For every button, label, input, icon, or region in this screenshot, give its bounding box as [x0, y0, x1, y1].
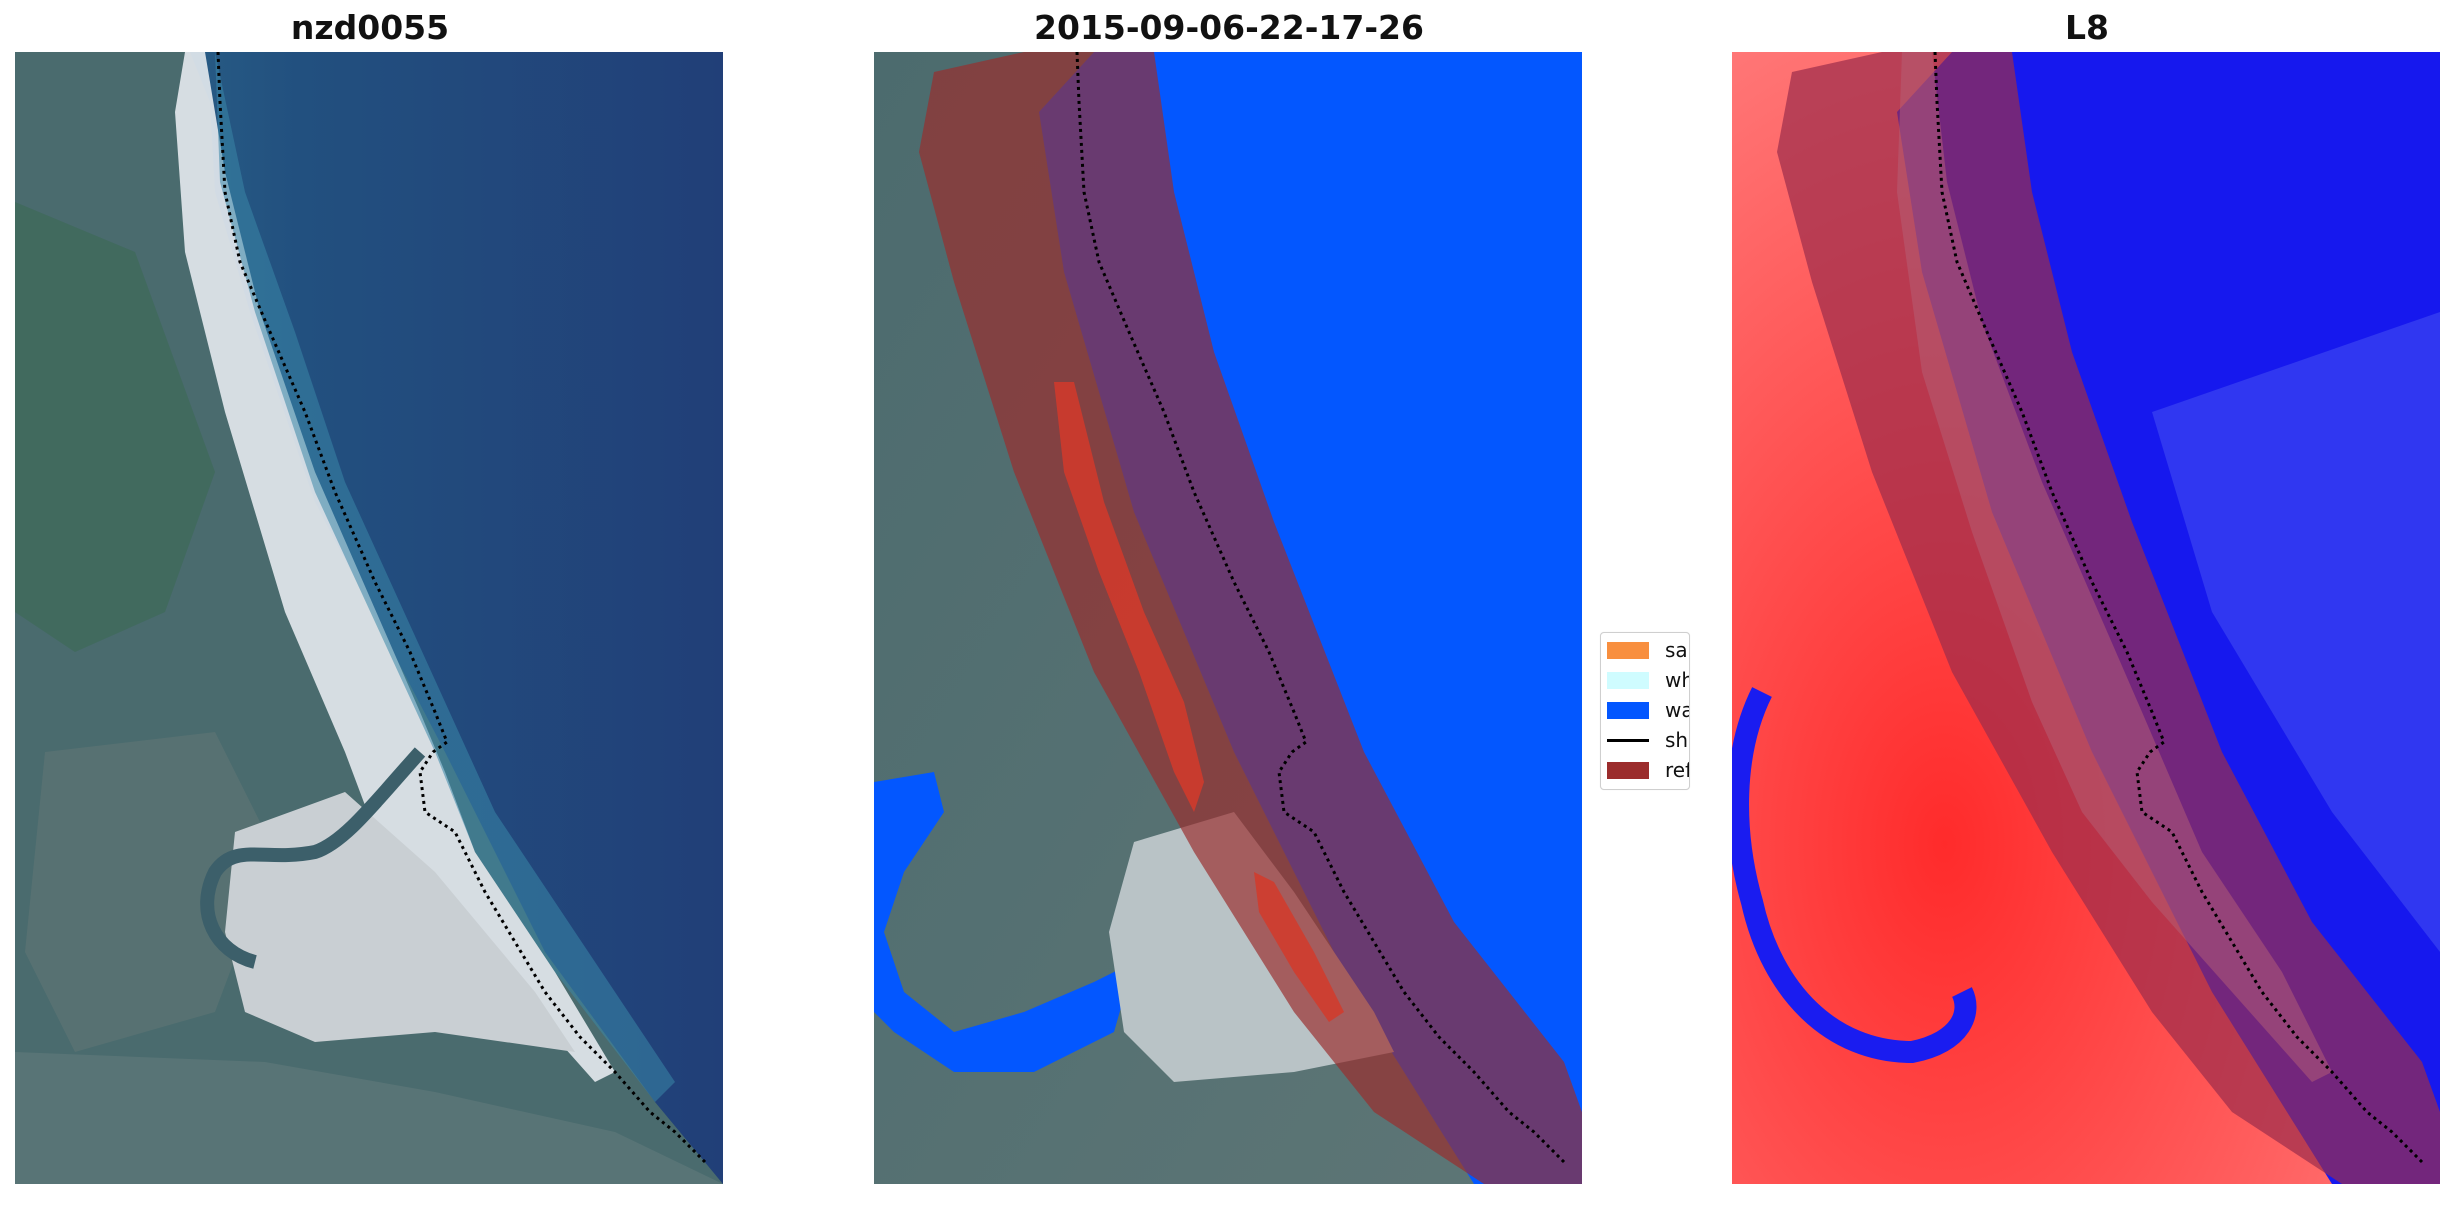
vegetation-patch — [25, 732, 275, 1052]
classified-image-panel — [874, 52, 1582, 1184]
legend-swatch-reference — [1607, 761, 1649, 779]
water-class-river — [874, 772, 1134, 1072]
legend-item-sand: sand — [1607, 638, 1689, 662]
legend-box: sand whitew water shorel referen — [1600, 632, 1690, 790]
panel-title-rgb: nzd0055 — [290, 8, 450, 47]
legend-label-sand: sand — [1665, 638, 1689, 662]
legend-item-shoreline: shorel — [1607, 728, 1689, 752]
shoreline-line — [1075, 52, 1566, 1164]
bottom-land — [15, 1052, 723, 1184]
legend-swatch-sand — [1607, 641, 1649, 659]
legend-label-shoreline: shorel — [1665, 728, 1689, 752]
panel-title-classified: 2015-09-06-22-17-26 — [1034, 8, 1424, 47]
rgb-image-panel — [15, 52, 723, 1184]
vegetation-patch — [15, 202, 215, 652]
reference-buffer — [1777, 52, 2440, 1184]
river-channel — [200, 747, 426, 969]
legend-swatch-water — [1607, 701, 1649, 719]
legend-item-reference: referen — [1607, 758, 1690, 782]
index-river — [1732, 687, 1977, 1064]
shoreline-line — [1933, 52, 2424, 1164]
legend-label-whitewater: whitew — [1665, 668, 1689, 692]
legend-item-whitewater: whitew — [1607, 668, 1689, 692]
legend-label-water: water — [1665, 698, 1689, 722]
legend-label-reference: referen — [1665, 758, 1690, 782]
reference-buffer — [919, 52, 1582, 1184]
panel-title-index: L8 — [2065, 8, 2109, 47]
legend-item-water: water — [1607, 698, 1689, 722]
sand-class-patches — [1254, 872, 1344, 1022]
shoreline-line — [216, 52, 707, 1164]
sand-class-patches — [1054, 382, 1204, 812]
index-water-light — [2152, 312, 2440, 952]
legend-swatch-shoreline — [1607, 738, 1649, 742]
legend-swatch-whitewater — [1607, 671, 1649, 689]
index-image-panel — [1732, 52, 2440, 1184]
